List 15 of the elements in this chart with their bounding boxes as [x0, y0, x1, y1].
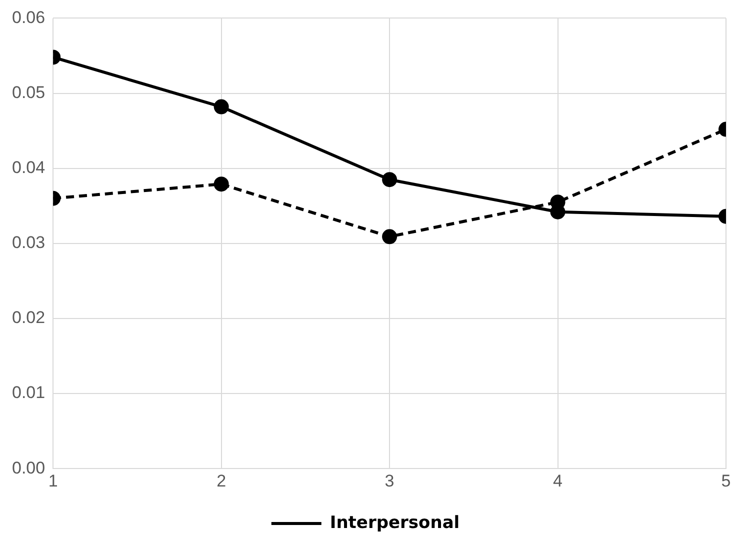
y-tick-label: 0.06: [12, 8, 46, 27]
x-tick-label: 5: [721, 471, 731, 490]
y-tick-label: 0.01: [12, 383, 46, 402]
point: [382, 172, 398, 188]
legend-label: Interpersonal: [330, 512, 460, 533]
y-tick-label: 0.05: [12, 82, 46, 102]
x-tick-label: 4: [553, 471, 563, 490]
y-tick-label: 0.04: [12, 158, 46, 178]
y-tick-label: 0.02: [12, 308, 46, 328]
y-tick-label: 0.00: [12, 458, 46, 478]
point: [382, 229, 398, 244]
x-tick-label: 1: [48, 471, 58, 490]
x-tick-label: 2: [216, 471, 226, 490]
y-tick-label: 0.03: [12, 233, 46, 252]
x-tick-label: 3: [384, 471, 394, 490]
